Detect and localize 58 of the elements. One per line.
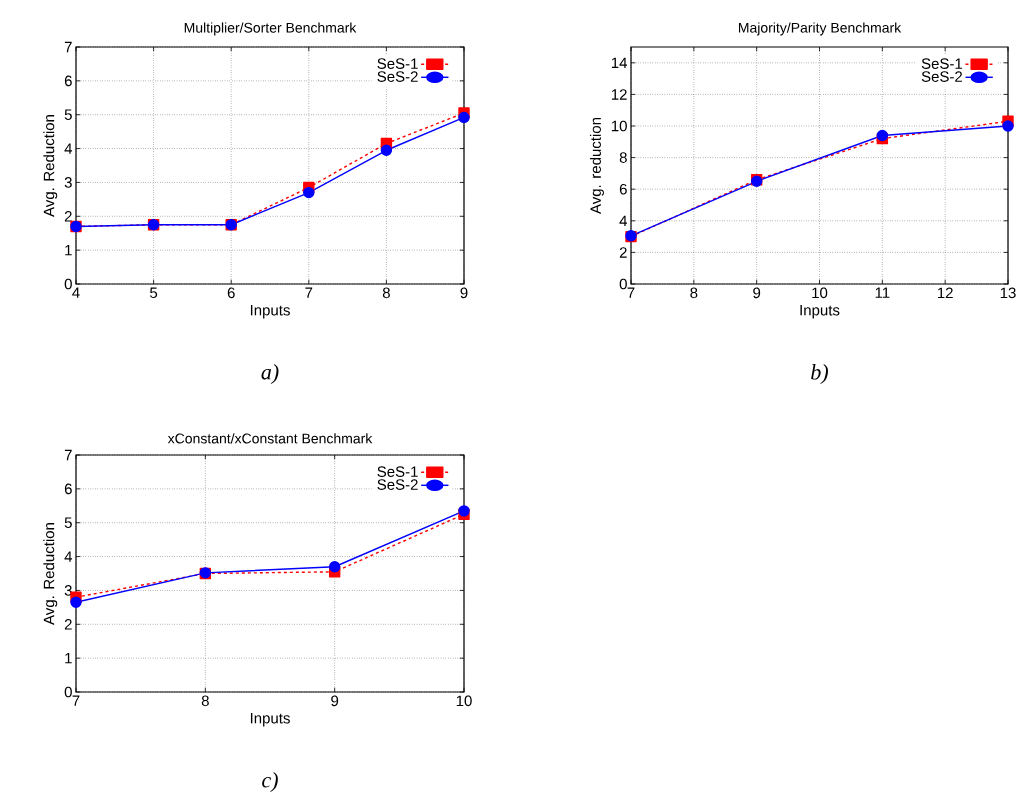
x-tick-label: 12 (937, 287, 953, 299)
legend-label: SeS-1 (377, 466, 418, 477)
x-tick-label: 4 (72, 287, 80, 298)
y-tick-label: 0 (64, 278, 72, 290)
y-tick-label: 2 (619, 247, 627, 258)
y-tick-label: 12 (611, 89, 627, 100)
y-tick-label: 0 (619, 278, 627, 290)
y-tick-label: 4 (619, 215, 628, 226)
text: b) (811, 364, 828, 385)
y-tick-label: 14 (611, 57, 628, 68)
x-tick-label: 7 (72, 695, 80, 706)
x-axis-title: Inputs (250, 713, 290, 727)
x-tick-label: 8 (382, 287, 390, 299)
y-axis-title: Avg. reduction (589, 117, 604, 214)
x-tick-label: 7 (627, 287, 635, 298)
x-tick-label: 8 (201, 695, 209, 707)
legend-label: SeS-2 (377, 479, 418, 490)
legend-label: SeS-1 (377, 58, 418, 69)
text: c) (262, 772, 278, 793)
y-tick-label: 2 (64, 619, 72, 630)
y-tick-label: 6 (64, 483, 72, 495)
y-tick-label: 3 (64, 177, 72, 188)
y-tick-label: 5 (64, 517, 72, 528)
y-axis-title: Avg. Reduction (43, 115, 58, 217)
legend-label: SeS-2 (921, 71, 963, 82)
y-tick-label: 5 (64, 109, 72, 120)
x-tick-label: 8 (690, 287, 698, 299)
y-tick-label: 8 (619, 152, 627, 163)
x-tick-label: 10 (812, 287, 828, 299)
y-tick-label: 6 (64, 75, 72, 87)
y-tick-label: 1 (65, 244, 72, 256)
y-tick-label: 1 (65, 652, 72, 664)
y-tick-label: 7 (64, 41, 72, 53)
x-tick-label: 13 (1000, 287, 1016, 299)
y-tick-label: 7 (64, 449, 72, 461)
y-tick-label: 10 (611, 120, 627, 132)
y-tick-label: 4 (64, 143, 73, 154)
x-tick-label: 9 (331, 695, 339, 707)
chart-title: xConstant/xConstant Benchmark (167, 433, 373, 444)
y-tick-label: 0 (64, 686, 72, 698)
chart-title: Multiplier/Sorter Benchmark (184, 22, 357, 36)
chart-title: Majority/Parity Benchmark (738, 22, 902, 36)
x-axis-title: Inputs (800, 305, 840, 319)
legend-label: SeS-2 (377, 71, 418, 82)
x-tick-label: 11 (875, 287, 890, 298)
x-tick-label: 9 (460, 287, 468, 299)
y-tick-label: 6 (619, 183, 627, 195)
x-tick-label: 5 (150, 287, 158, 298)
x-tick-label: 6 (227, 287, 235, 299)
x-tick-label: 9 (753, 287, 761, 299)
x-axis-title: Inputs (250, 305, 290, 319)
text: a) (261, 364, 279, 385)
y-tick-label: 2 (64, 211, 72, 222)
x-tick-label: 10 (456, 695, 472, 707)
x-tick-label: 7 (305, 287, 313, 298)
y-axis-title: Avg. Reduction (43, 523, 58, 625)
legend-label: SeS-1 (921, 58, 963, 69)
y-tick-label: 4 (64, 551, 73, 562)
